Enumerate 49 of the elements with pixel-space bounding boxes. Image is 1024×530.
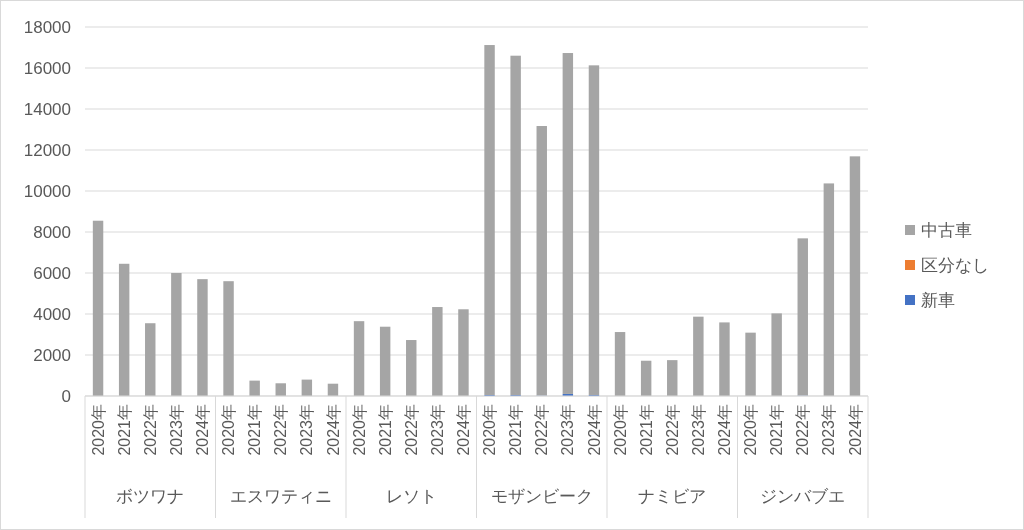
- x-tick-label: 2020年: [220, 404, 238, 456]
- x-tick-label: 2022年: [533, 404, 551, 456]
- y-tick-label: 12000: [23, 140, 71, 160]
- y-tick-label: 16000: [23, 58, 71, 78]
- legend-label: 新車: [921, 290, 955, 310]
- x-tick-label: 2020年: [481, 404, 499, 456]
- x-tick-label: 2023年: [167, 404, 185, 456]
- text: ボツワナ: [116, 487, 185, 506]
- x-tick-label: 2021年: [376, 404, 394, 456]
- text: モザンビーク: [490, 487, 593, 506]
- x-tick-label: 2021年: [115, 404, 133, 456]
- x-tick-label: 2021年: [768, 404, 786, 456]
- x-tick-label: 2022年: [272, 404, 290, 456]
- text: エスワティニ: [229, 487, 332, 506]
- x-tick-label: 2020年: [742, 404, 760, 456]
- x-tick-label: 2023年: [428, 404, 446, 456]
- x-tick-label: 2024年: [846, 404, 864, 456]
- y-tick-label: 10000: [23, 181, 71, 201]
- x-tick-label: 2022年: [402, 404, 420, 456]
- legend-label: 区分なし: [921, 255, 989, 275]
- x-tick-label: 2023年: [559, 404, 577, 456]
- x-tick-label: 2021年: [246, 404, 264, 456]
- y-tick-label: 8000: [33, 222, 71, 242]
- x-tick-label: 2022年: [663, 404, 681, 456]
- x-tick-label: 2024年: [585, 404, 603, 456]
- x-tick-label: 2023年: [298, 404, 316, 456]
- x-tick-label: 2022年: [794, 404, 812, 456]
- x-tick-label: 2024年: [194, 404, 212, 456]
- x-tick-label: 2023年: [689, 404, 707, 456]
- legend-label: 中古車: [921, 220, 972, 240]
- y-tick-label: 18000: [23, 17, 71, 37]
- x-tick-label: 2022年: [141, 404, 159, 456]
- x-tick-label: 2020年: [611, 404, 629, 456]
- y-tick-label: 6000: [33, 263, 71, 283]
- x-tick-label: 2021年: [637, 404, 655, 456]
- y-tick-label: 2000: [33, 345, 71, 365]
- text: ジンバブエ: [760, 487, 846, 506]
- x-tick-label: 2021年: [507, 404, 525, 456]
- x-tick-label: 2023年: [820, 404, 838, 456]
- text: ナミビア: [638, 487, 707, 506]
- y-tick-label: 0: [61, 386, 71, 406]
- y-tick-label: 14000: [23, 99, 71, 119]
- text: レソト: [385, 487, 437, 506]
- x-tick-label: 2024年: [716, 404, 734, 456]
- x-tick-label: 2020年: [350, 404, 368, 456]
- y-tick-label: 4000: [33, 304, 71, 324]
- x-tick-label: 2020年: [89, 404, 107, 456]
- x-tick-label: 2024年: [455, 404, 473, 456]
- x-tick-label: 2024年: [324, 404, 342, 456]
